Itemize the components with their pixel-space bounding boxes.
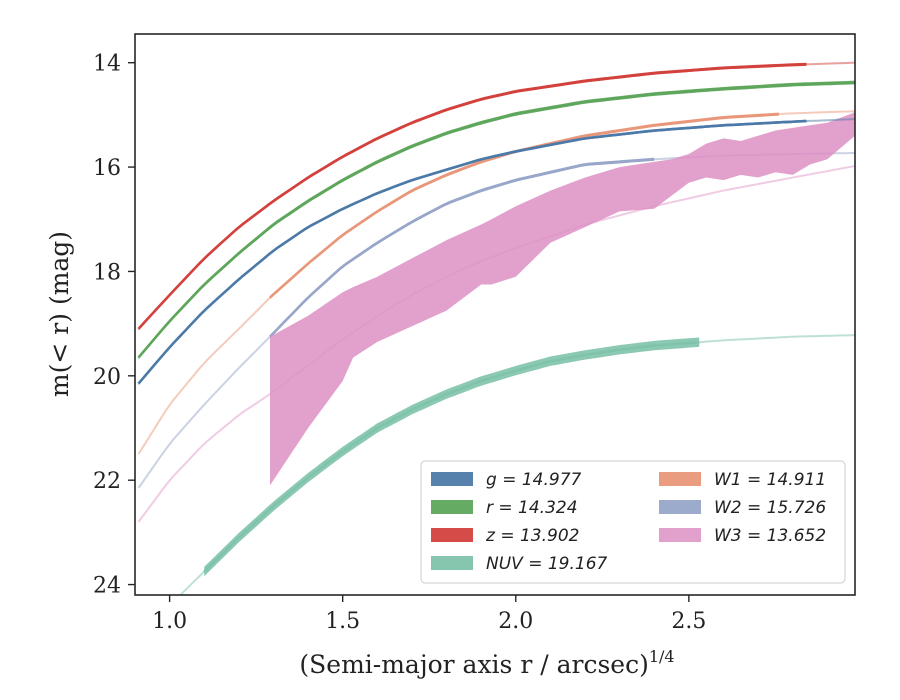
legend-label-w1: W1 = 14.911 [714,470,826,490]
series-z-line [137,63,807,330]
series-r [137,80,855,360]
x-axis-label-superscript: 1/4 [649,647,675,666]
legend-swatch-r [431,500,473,514]
x-tick-label: 2.5 [671,609,706,634]
y-tick-label: 16 [93,156,121,181]
x-tick-label: 1.5 [325,609,360,634]
y-tick-label: 20 [93,365,121,390]
legend: g = 14.977 r = 14.324 z = 13.902 NUV = 19.1… [420,460,846,584]
y-axis-label: m(< r) (mag) [45,231,74,397]
x-axis-label-text: (Semi-major axis r / arcsec) [299,650,648,679]
series-layer [137,61,855,595]
y-axis-ticks: 14 16 18 20 22 24 [93,52,135,599]
series-w2-line [269,157,655,338]
legend-swatch-w1 [659,472,701,486]
y-tick-label: 14 [93,52,121,77]
x-tick-label: 1.0 [152,609,187,634]
y-tick-label: 22 [93,469,121,494]
series-w3 [137,112,855,523]
legend-swatch-z [431,528,473,542]
y-tick-label: 24 [93,574,121,599]
x-axis-label: (Semi-major axis r / arcsec)1/4 [299,647,674,679]
series-nuv-line [203,340,700,573]
plot-frame [134,33,856,596]
legend-swatch-w3 [659,528,701,542]
x-axis-ticks: 1.0 1.5 2.0 2.5 [152,595,706,634]
legend-label-r: r = 14.324 [486,498,578,518]
series-nuv [178,334,855,595]
legend-label-z: z = 13.902 [485,526,579,546]
y-tick-label: 18 [93,260,121,285]
legend-label-g: g = 14.977 [486,470,582,490]
legend-swatch-g [431,472,473,486]
legend-swatch-w2 [659,500,701,514]
legend-label-w2: W2 = 15.726 [714,498,826,518]
x-tick-label: 2.0 [498,609,533,634]
series-g-line [137,119,807,385]
legend-swatch-nuv [431,556,473,570]
legend-frame [420,460,846,584]
legend-label-nuv: NUV = 19.167 [486,554,608,574]
series-r-line [137,81,855,359]
legend-label-w3: W3 = 13.652 [714,526,826,546]
series-w3-band [270,112,855,486]
series-z [137,61,855,331]
series-g [137,118,855,386]
